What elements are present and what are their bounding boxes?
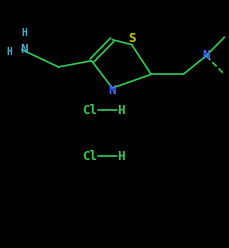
Text: N: N (20, 43, 28, 56)
Text: H: H (118, 150, 125, 163)
Text: Cl: Cl (82, 150, 97, 163)
Text: Cl: Cl (82, 104, 97, 117)
Text: N: N (109, 84, 116, 97)
Text: S: S (128, 32, 135, 45)
Text: N: N (202, 49, 210, 62)
Text: H: H (118, 104, 125, 117)
Text: H: H (6, 47, 12, 57)
Text: H: H (21, 29, 27, 38)
